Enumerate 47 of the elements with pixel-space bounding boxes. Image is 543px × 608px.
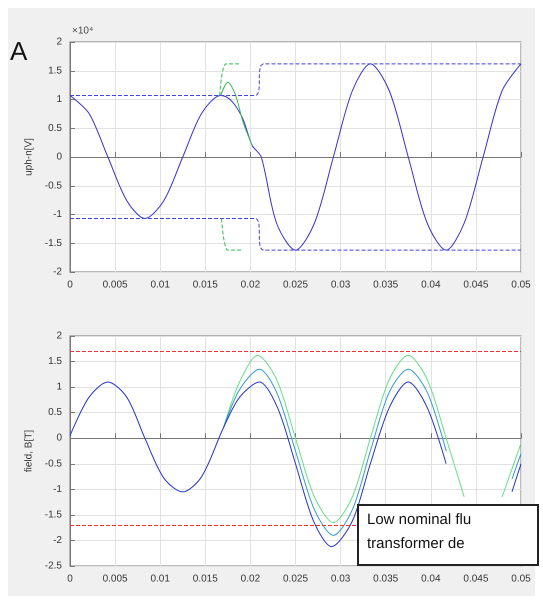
y-tick-label: 2 <box>56 330 62 342</box>
y-tick-label: 1 <box>56 382 62 393</box>
x-tick-label: 0.035 <box>373 280 399 290</box>
y-tick-label: -1 <box>53 209 62 220</box>
x-tick-label: 0.015 <box>192 280 218 290</box>
x-tick-label: 0.04 <box>421 280 441 290</box>
y-axis-title: uph-n[V] <box>23 138 34 176</box>
x-tick-label: 0.035 <box>373 574 399 584</box>
y-tick-label: 1.5 <box>48 356 62 368</box>
y-tick-label: 0 <box>56 152 62 162</box>
x-tick-label: 0.01 <box>150 280 170 290</box>
x-tick-label: 0.025 <box>282 280 308 290</box>
x-tick-label: 0.045 <box>463 280 489 290</box>
x-tick-label: 0.04 <box>421 574 441 584</box>
x-tick-label: 0.03 <box>330 280 351 290</box>
x-tick-label: 0 <box>67 574 74 584</box>
x-tick-label: 0.005 <box>102 574 128 584</box>
y-tick-label: -2 <box>53 266 62 278</box>
y-tick-label: -1.5 <box>44 509 62 520</box>
text: ×10⁴ <box>72 26 94 36</box>
line-series <box>70 63 522 251</box>
x-tick-label: 0 <box>67 280 74 290</box>
y-axis-title: field, B[T] <box>23 430 34 472</box>
x-tick-label: 0.025 <box>282 574 308 584</box>
x-tick-label: 0.02 <box>240 280 261 290</box>
x-tick-label: 0.02 <box>240 574 261 584</box>
text-box: Low nominal flu transformer de <box>357 504 539 566</box>
y-tick-label: -2 <box>53 534 62 546</box>
y-tick-label: 2 <box>56 36 62 48</box>
y-tick-label: 0.5 <box>48 122 62 134</box>
x-tick-label: 0.01 <box>150 574 170 584</box>
text: A <box>10 36 28 66</box>
x-tick-label: 0.045 <box>463 574 489 584</box>
y-tick-label: -0.5 <box>44 458 62 470</box>
y-tick-label: 0.5 <box>48 407 62 418</box>
x-tick-label: 0.03 <box>330 574 351 584</box>
y-tick-label: 0 <box>56 432 62 444</box>
y-tick-label: -1 <box>53 484 62 495</box>
y-tick-label: 1 <box>56 94 62 105</box>
y-tick-label: 1.5 <box>48 65 62 76</box>
y-tick-label: -0.5 <box>44 180 62 192</box>
x-tick-label: 0.015 <box>192 574 218 584</box>
x-tick-label: 0.005 <box>102 280 128 290</box>
x-tick-label: 0.05 <box>511 280 532 290</box>
y-tick-label: -1.5 <box>44 238 62 249</box>
y-tick-label: -2.5 <box>44 560 62 572</box>
x-tick-label: 0.05 <box>511 574 532 584</box>
